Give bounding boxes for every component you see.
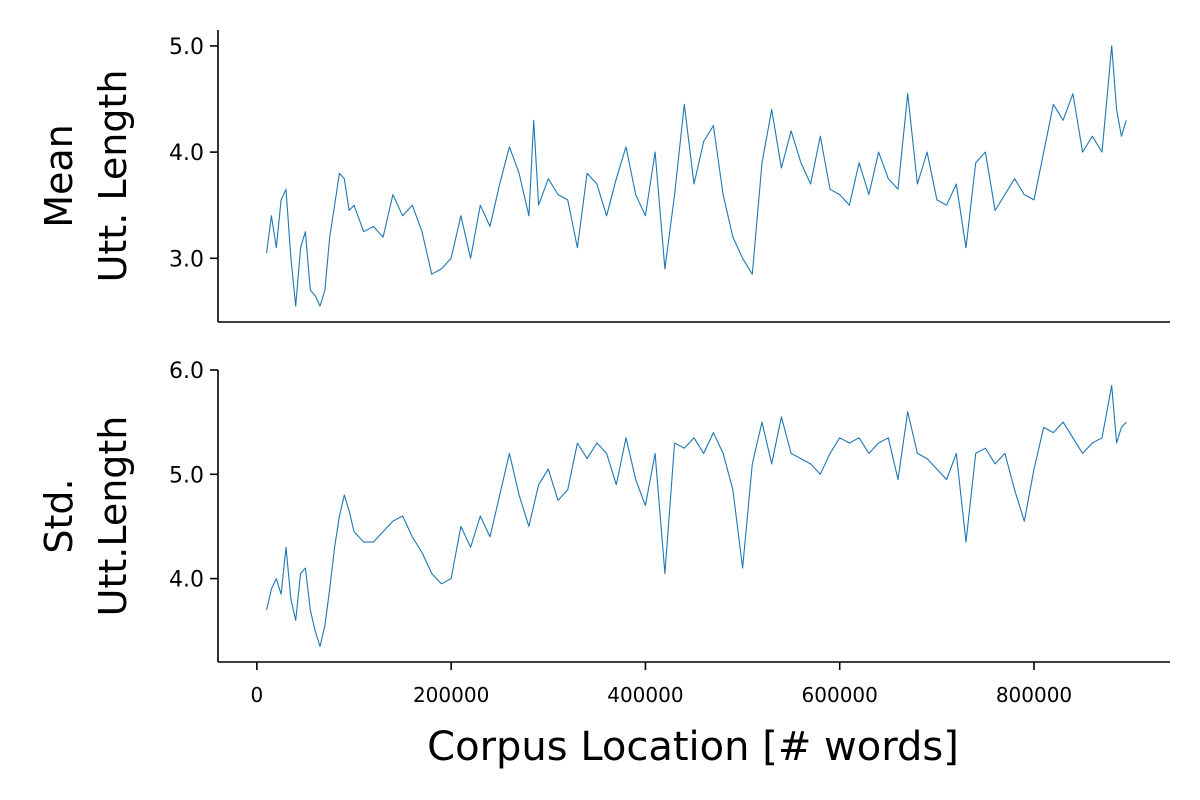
x-tick-label: 200000 (413, 683, 489, 707)
x-tick-label: 800000 (996, 683, 1072, 707)
y-tick-label: 6.0 (169, 359, 204, 384)
mean-utterance-length-panel: 3.0 4.0 5.0 Mean Utt. Length (37, 30, 1170, 323)
y-axis-label-line: Std. (37, 478, 81, 553)
y-axis-label-line: Mean (37, 124, 81, 228)
x-tick-label: 0 (250, 683, 263, 707)
y-tick-label: 4.0 (169, 141, 204, 166)
series-line (266, 385, 1127, 647)
y-tick-label: 5.0 (169, 463, 204, 488)
y-axis-label-line: Utt.Length (91, 416, 135, 617)
x-tick-label: 600000 (802, 683, 878, 707)
y-axis-label-line: Utt. Length (91, 70, 135, 283)
std-utterance-length-panel: 4.0 5.0 6.0 0 200000 400000 600000 800000 Std. Ut… (37, 359, 1170, 707)
y-axis-label: Std. Utt.Length (37, 416, 135, 617)
x-tick-label: 400000 (607, 683, 683, 707)
y-tick-label: 5.0 (169, 35, 204, 60)
y-tick-label: 4.0 (169, 568, 204, 593)
y-axis-label: Mean Utt. Length (37, 70, 135, 283)
series-line (266, 45, 1127, 307)
x-axis-title: Corpus Location [# words] (427, 724, 959, 770)
y-tick-label: 3.0 (169, 247, 204, 272)
